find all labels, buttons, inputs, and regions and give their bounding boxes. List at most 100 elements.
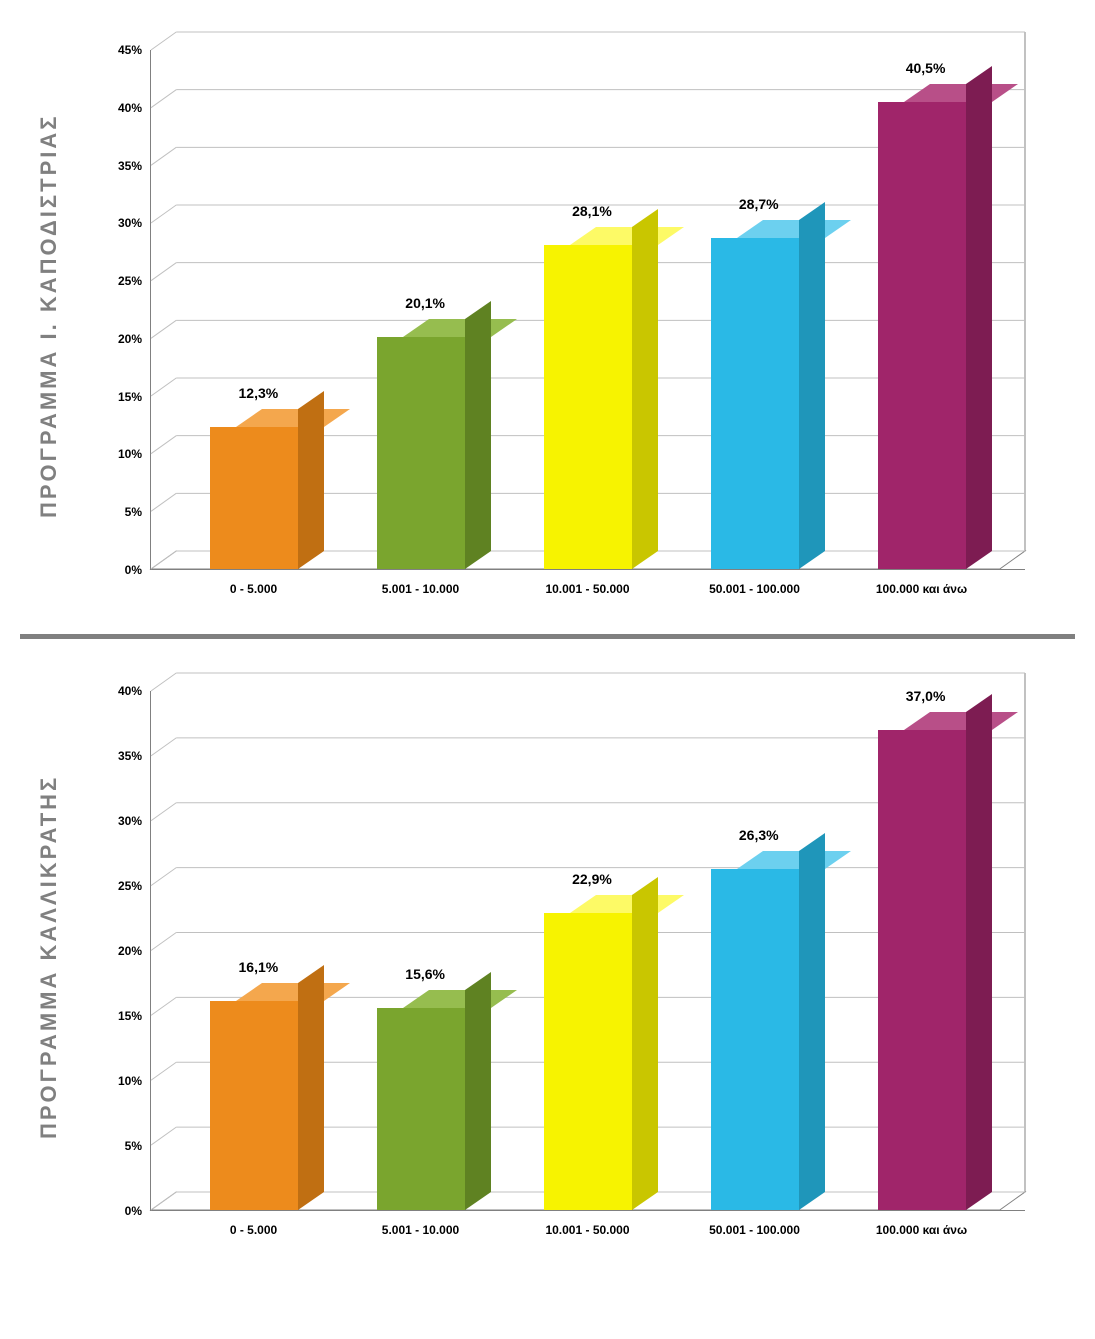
y-tick-label: 20% xyxy=(118,332,142,346)
y-tick-label: 5% xyxy=(125,1139,142,1153)
bar-slot: 15,6% xyxy=(338,691,505,1210)
bar-side xyxy=(966,712,992,1210)
bar-side xyxy=(966,84,992,569)
bar: 12,3% xyxy=(210,427,298,569)
bar-front xyxy=(711,238,799,569)
bar-side xyxy=(465,990,491,1210)
bar-value-label: 28,1% xyxy=(572,203,612,219)
chart-divider xyxy=(20,634,1075,639)
x-tick-label: 100.000 και άνω xyxy=(838,582,1005,596)
bar: 26,3% xyxy=(711,869,799,1210)
bar-side xyxy=(298,409,324,569)
x-tick-label: 0 - 5.000 xyxy=(170,1223,337,1237)
bar-slot: 28,1% xyxy=(505,50,672,569)
bar-front xyxy=(210,1001,298,1210)
bar-top xyxy=(904,712,1018,730)
y-tick-label: 15% xyxy=(118,1009,142,1023)
chart-body: 0% 5% 10% 15% 20% 25% 30% 35% 40% 16,1% 15,6% 22,9… xyxy=(70,661,1075,1253)
chart-kapodistrias: ΠΡΟΓΡΑΜΜΑ Ι. ΚΑΠΟΔΙΣΤΡΙΑΣ 0%5%10%15%20%2… xyxy=(20,20,1075,612)
x-tick-label: 5.001 - 10.000 xyxy=(337,582,504,596)
y-tick-label: 10% xyxy=(118,1074,142,1088)
bar-value-label: 16,1% xyxy=(239,959,279,975)
bar-slot: 26,3% xyxy=(671,691,838,1210)
y-tick-label: 10% xyxy=(118,447,142,461)
bar-top xyxy=(403,319,517,337)
bar-value-label: 40,5% xyxy=(906,60,946,76)
bar: 28,7% xyxy=(711,238,799,569)
bar-side xyxy=(632,227,658,569)
bar-top xyxy=(737,220,851,238)
bar-value-label: 26,3% xyxy=(739,827,779,843)
bar-value-label: 28,7% xyxy=(739,196,779,212)
x-tick-label: 50.001 - 100.000 xyxy=(671,1223,838,1237)
x-tick-label: 100.000 και άνω xyxy=(838,1223,1005,1237)
y-tick-label: 0% xyxy=(125,563,142,577)
bar-side xyxy=(298,983,324,1210)
bar-slot: 40,5% xyxy=(838,50,1005,569)
bar: 28,1% xyxy=(544,245,632,569)
bar-top xyxy=(737,851,851,869)
y-tick-label: 30% xyxy=(118,216,142,230)
chart-side-title: ΠΡΟΓΡΑΜΜΑ ΚΑΛΛΙΚΡΑΤΗΣ xyxy=(20,661,70,1253)
bar-top xyxy=(236,983,350,1001)
y-tick-label: 25% xyxy=(118,274,142,288)
chart-kallikratis: ΠΡΟΓΡΑΜΜΑ ΚΑΛΛΙΚΡΑΤΗΣ 0% 5% 10% 15% 20% 25% 30… xyxy=(20,661,1075,1253)
y-tick-label: 0% xyxy=(125,1204,142,1218)
bar-value-label: 12,3% xyxy=(239,385,279,401)
x-tick-label: 50.001 - 100.000 xyxy=(671,582,838,596)
bar: 16,1% xyxy=(210,1001,298,1210)
plot-area: 0%5%10%15%20%25%30%35%40% 16,1%15,6%22,9… xyxy=(90,691,1025,1211)
bar-front xyxy=(377,337,465,569)
bars-row: 16,1% 15,6% 22,9% 26,3% 37,0% xyxy=(151,691,1025,1210)
y-tick-label: 30% xyxy=(118,814,142,828)
bar-slot: 28,7% xyxy=(671,50,838,569)
bar-slot: 22,9% xyxy=(505,691,672,1210)
bar-top xyxy=(236,409,350,427)
bar: 15,6% xyxy=(377,1008,465,1210)
bar-front xyxy=(878,730,966,1210)
bar: 40,5% xyxy=(878,102,966,569)
bar-front xyxy=(210,427,298,569)
bar-slot: 16,1% xyxy=(171,691,338,1210)
y-tick-label: 35% xyxy=(118,159,142,173)
x-tick-label: 0 - 5.000 xyxy=(170,582,337,596)
bar-front xyxy=(878,102,966,569)
bar-value-label: 37,0% xyxy=(906,688,946,704)
plot-grid: 16,1% 15,6% 22,9% 26,3% 37,0% xyxy=(150,691,1025,1211)
bar-side xyxy=(799,220,825,569)
bar-side xyxy=(632,895,658,1210)
x-tick-label: 5.001 - 10.000 xyxy=(337,1223,504,1237)
x-tick-label: 10.001 - 50.000 xyxy=(504,582,671,596)
bar-value-label: 20,1% xyxy=(405,295,445,311)
bars-row: 12,3% 20,1% 28,1% 28,7% 40,5% xyxy=(151,50,1025,569)
chart-side-title: ΠΡΟΓΡΑΜΜΑ Ι. ΚΑΠΟΔΙΣΤΡΙΑΣ xyxy=(20,20,70,612)
bar-slot: 37,0% xyxy=(838,691,1005,1210)
chart-body: 0%5%10%15%20%25%30%35%40%45% 12,3%20,1%2… xyxy=(70,20,1075,612)
bar-side xyxy=(465,319,491,569)
bar-value-label: 15,6% xyxy=(405,966,445,982)
y-tick-label: 45% xyxy=(118,43,142,57)
bar: 37,0% xyxy=(878,730,966,1210)
x-axis: 0 - 5.0005.001 - 10.00010.001 - 50.00050… xyxy=(150,1211,1025,1243)
x-tick-label: 10.001 - 50.000 xyxy=(504,1223,671,1237)
bar-value-label: 22,9% xyxy=(572,871,612,887)
bar-front xyxy=(544,913,632,1210)
y-tick-label: 35% xyxy=(118,749,142,763)
y-tick-label: 5% xyxy=(125,505,142,519)
bar-top xyxy=(403,990,517,1008)
x-axis: 0 - 5.0005.001 - 10.00010.001 - 50.00050… xyxy=(150,570,1025,602)
y-tick-label: 40% xyxy=(118,101,142,115)
bar-top xyxy=(570,895,684,913)
bar-front xyxy=(377,1008,465,1210)
y-tick-label: 25% xyxy=(118,879,142,893)
y-axis: 0%5%10%15%20%25%30%35%40%45% xyxy=(90,50,150,570)
bar-slot: 20,1% xyxy=(338,50,505,569)
y-tick-label: 40% xyxy=(118,684,142,698)
bar-side xyxy=(799,851,825,1210)
bar-slot: 12,3% xyxy=(171,50,338,569)
plot-area: 0%5%10%15%20%25%30%35%40%45% 12,3%20,1%2… xyxy=(90,50,1025,570)
bar-front xyxy=(711,869,799,1210)
bar: 20,1% xyxy=(377,337,465,569)
y-tick-label: 20% xyxy=(118,944,142,958)
bar-front xyxy=(544,245,632,569)
